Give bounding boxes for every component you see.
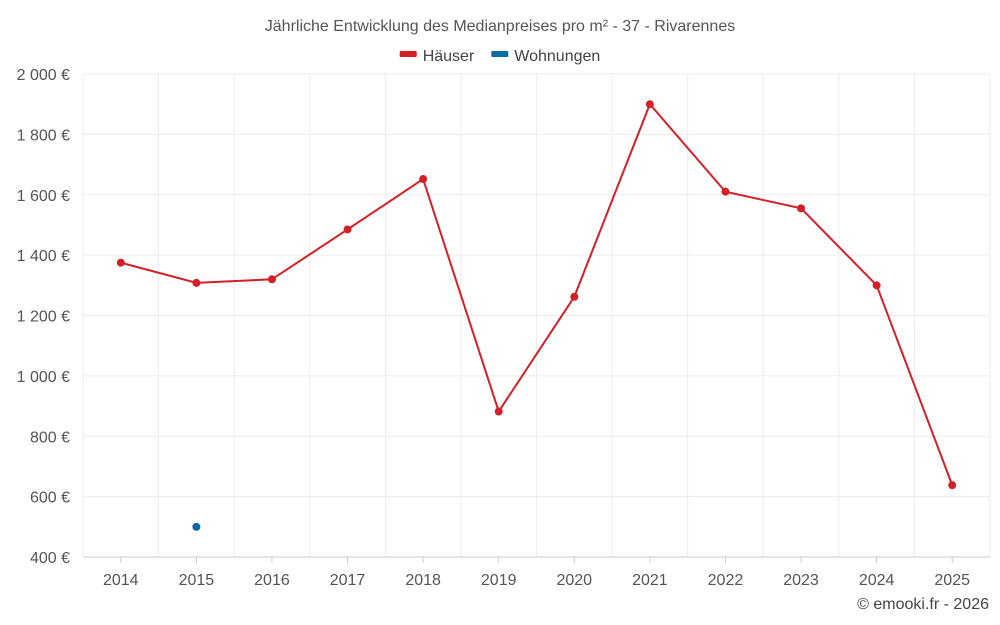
legend-swatch (491, 51, 509, 57)
legend-swatch (399, 51, 417, 57)
data-point-häuser-2015[interactable] (192, 278, 201, 287)
data-point-häuser-2016[interactable] (267, 275, 276, 284)
data-point-häuser-2020[interactable] (570, 292, 579, 301)
chart-legend: Häuser Wohnungen (399, 48, 600, 65)
x-tick-label: 2024 (859, 572, 895, 589)
y-tick-label: 1 200 € (17, 309, 70, 326)
legend-label: Wohnungen (514, 48, 600, 65)
data-point-häuser-2014[interactable] (116, 258, 125, 267)
legend-label: Häuser (423, 48, 475, 65)
x-tick-label: 2019 (481, 572, 517, 589)
y-tick-label: 1 600 € (17, 188, 70, 205)
y-tick-label: 800 € (30, 429, 70, 446)
legend-item-häuser[interactable]: Häuser (399, 48, 475, 65)
data-point-häuser-2018[interactable] (419, 175, 428, 184)
x-tick-label: 2017 (330, 572, 366, 589)
chart-series (116, 100, 957, 531)
data-point-wohnungen-2015[interactable] (192, 522, 201, 531)
chart-credit: © emooki.fr - 2026 (857, 596, 989, 613)
x-tick-label: 2025 (934, 572, 970, 589)
legend-item-wohnungen[interactable]: Wohnungen (491, 48, 600, 65)
x-tick-label: 2020 (556, 572, 592, 589)
data-point-häuser-2017[interactable] (343, 225, 352, 234)
x-tick-label: 2021 (632, 572, 668, 589)
y-tick-label: 400 € (30, 550, 70, 567)
y-tick-label: 2 000 € (17, 67, 70, 84)
chart-title: Jährliche Entwicklung des Medianpreises … (265, 18, 735, 35)
data-point-häuser-2019[interactable] (494, 407, 503, 416)
data-point-häuser-2023[interactable] (797, 204, 806, 213)
x-tick-label: 2023 (783, 572, 819, 589)
data-point-häuser-2025[interactable] (948, 481, 957, 490)
series-line-häuser (120, 102, 954, 486)
x-tick-label: 2015 (179, 572, 215, 589)
data-point-häuser-2024[interactable] (872, 281, 881, 290)
data-point-häuser-2022[interactable] (721, 187, 730, 196)
chart-grid (82, 73, 991, 558)
y-tick-label: 1 400 € (17, 248, 70, 265)
x-tick-label: 2022 (708, 572, 744, 589)
data-point-häuser-2021[interactable] (645, 100, 654, 109)
y-tick-label: 1 800 € (17, 127, 70, 144)
y-axis: 400 € 600 € 800 € 1 000 € 1 200 € 1 400 € 1 60… (17, 67, 70, 567)
y-tick-label: 600 € (30, 490, 70, 507)
x-axis: 2014 2015 2016 2017 2018 2019 2020 2021 2022 2023… (83, 556, 990, 589)
x-tick-label: 2018 (405, 572, 441, 589)
x-tick-label: 2016 (254, 572, 290, 589)
y-tick-label: 1 000 € (17, 369, 70, 386)
x-tick-label: 2014 (103, 572, 139, 589)
